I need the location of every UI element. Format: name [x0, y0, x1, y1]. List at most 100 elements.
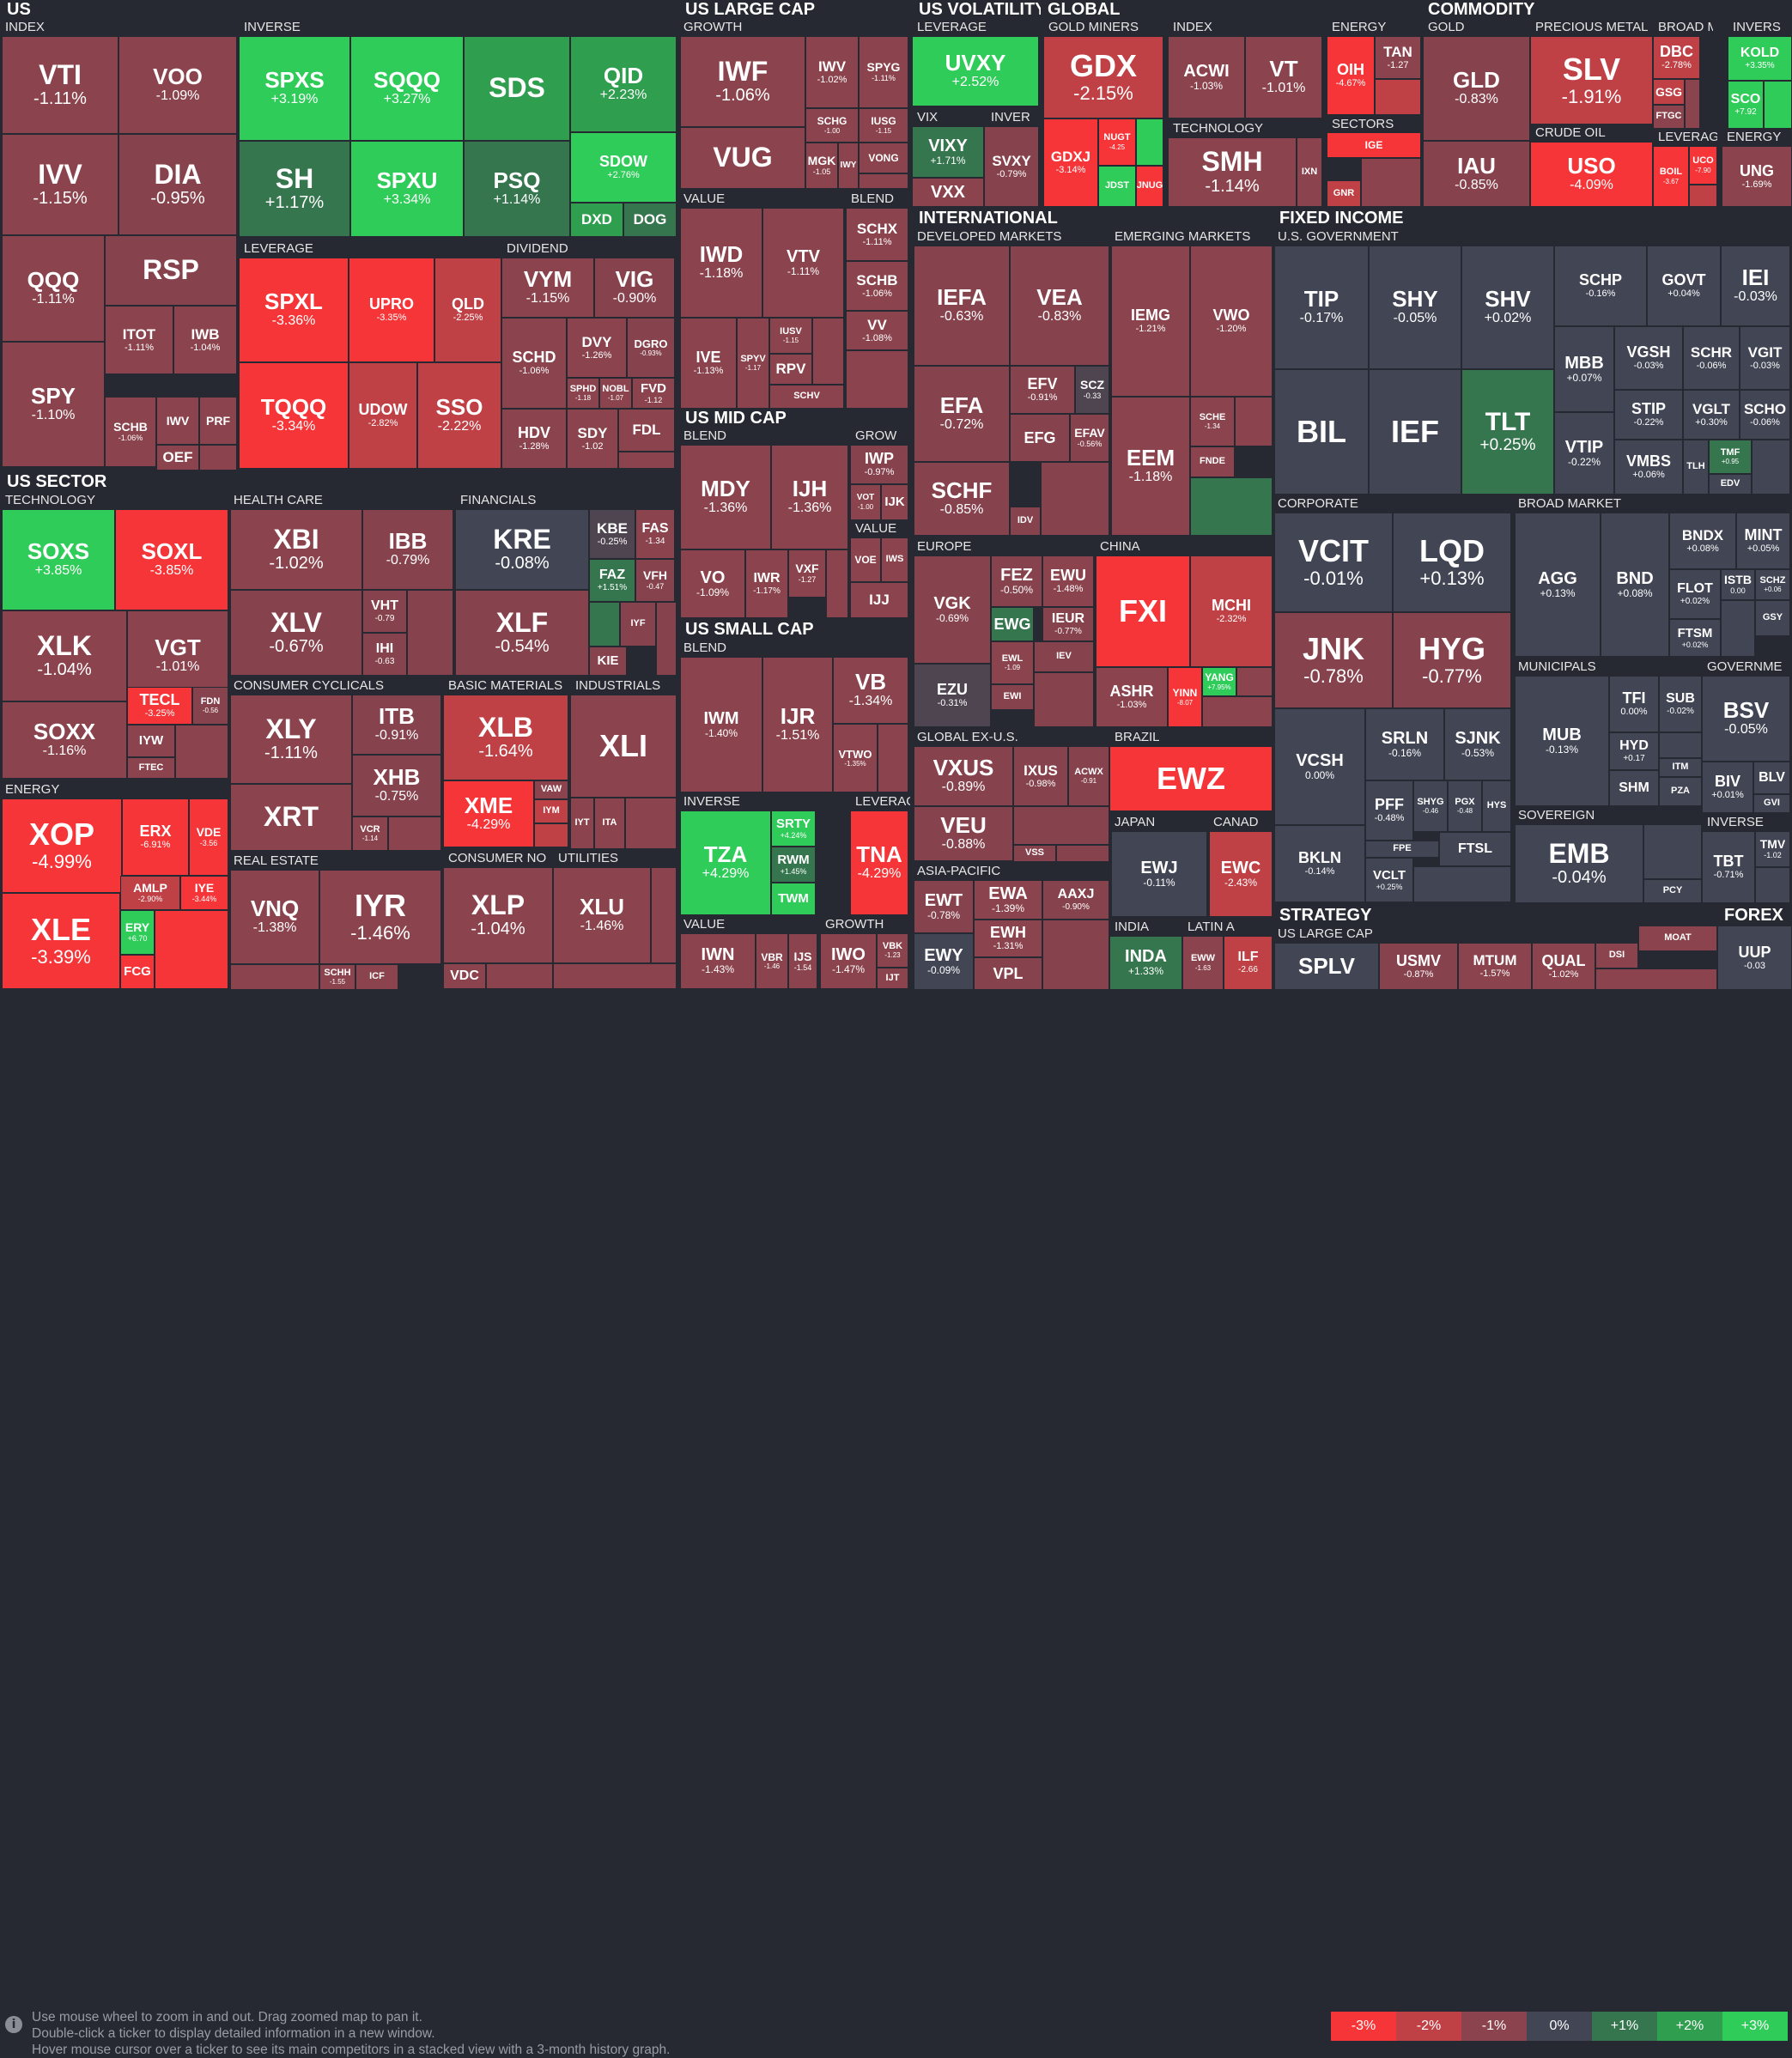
ticker-tile-gdxj[interactable]: GDXJ -3.14% [1043, 118, 1098, 207]
ticker-tile-sh[interactable]: SH +1.17% [239, 141, 350, 237]
ticker-tile-ijt[interactable]: IJT [877, 968, 908, 989]
ticker-tile-bndx[interactable]: BNDX +0.08% [1669, 513, 1736, 569]
ticker-tile-scho[interactable]: SCHO -0.06% [1740, 390, 1790, 440]
ticker-tile-mdy[interactable]: MDY -1.36% [680, 445, 771, 549]
ticker-tile-ibb[interactable]: IBB -0.79% [362, 509, 453, 590]
ticker-tile-vnq[interactable]: VNQ -1.38% [230, 870, 319, 964]
ticker-tile[interactable] [878, 724, 908, 792]
ticker-tile-iwo[interactable]: IWO -1.47% [820, 933, 877, 989]
ticker-tile-iyw[interactable]: IYW [127, 725, 175, 757]
ticker-tile[interactable] [826, 549, 848, 618]
ticker-tile[interactable] [859, 173, 908, 189]
ticker-tile-ihi[interactable]: IHI -0.63 [362, 633, 407, 676]
ticker-tile-vtwo[interactable]: VTWO -1.35% [833, 724, 878, 792]
ticker-tile-fez[interactable]: FEZ -0.50% [991, 555, 1042, 607]
ticker-tile-eww[interactable]: EWW -1.63 [1182, 936, 1224, 990]
ticker-tile-spyg[interactable]: SPYG -1.11% [859, 36, 908, 108]
ticker-tile-vxus[interactable]: VXUS -0.89% [914, 746, 1013, 806]
ticker-tile-iwr[interactable]: IWR -1.17% [745, 549, 788, 618]
ticker-tile-sqqq[interactable]: SQQQ +3.27% [350, 36, 464, 141]
ticker-tile-uso[interactable]: USO -4.09% [1530, 142, 1653, 207]
ticker-tile-ewu[interactable]: EWU -1.48% [1042, 555, 1094, 607]
ticker-tile-vaw[interactable]: VAW [534, 780, 568, 799]
ticker-tile-itot[interactable]: ITOT -1.11% [105, 306, 173, 374]
ticker-tile-ashr[interactable]: ASHR -1.03% [1096, 667, 1168, 727]
ticker-tile-iwy[interactable]: IWY [838, 143, 859, 189]
ticker-tile-ijs[interactable]: IJS -1.54 [788, 933, 817, 989]
ticker-tile-xlb[interactable]: XLB -1.64% [443, 695, 568, 780]
ticker-tile-schp[interactable]: SCHP -0.16% [1554, 246, 1647, 326]
ticker-tile-spxu[interactable]: SPXU +3.34% [350, 141, 464, 237]
ticker-tile-shv[interactable]: SHV +0.02% [1461, 246, 1554, 369]
ticker-tile[interactable] [1190, 477, 1273, 536]
ticker-tile-vcsh[interactable]: VCSH 0.00% [1274, 708, 1365, 825]
ticker-tile-kre[interactable]: KRE -0.08% [455, 509, 589, 590]
ticker-tile[interactable] [1056, 845, 1109, 862]
ticker-tile-dbc[interactable]: DBC -2.78% [1653, 36, 1700, 79]
ticker-tile-iyt[interactable]: IYT [570, 798, 594, 849]
ticker-tile-prf[interactable]: PRF [199, 397, 237, 445]
ticker-tile-ivv[interactable]: IVV -1.15% [2, 134, 118, 235]
ticker-tile-gvi[interactable]: GVI [1753, 794, 1790, 813]
ticker-tile-iefa[interactable]: IEFA -0.63% [914, 246, 1010, 366]
ticker-tile-ftec[interactable]: FTEC [127, 757, 175, 779]
ticker-tile[interactable] [230, 964, 319, 990]
ticker-tile-vbk[interactable]: VBK -1.23 [877, 933, 908, 968]
ticker-tile-ige[interactable]: IGE [1327, 132, 1421, 158]
ticker-tile-vmbs[interactable]: VMBS +0.06% [1614, 440, 1683, 495]
ticker-tile[interactable] [625, 798, 677, 849]
ticker-tile-vgsh[interactable]: VGSH -0.03% [1614, 326, 1683, 390]
ticker-tile-ieur[interactable]: IEUR -0.77% [1042, 607, 1094, 641]
ticker-tile-iwd[interactable]: IWD -1.18% [680, 208, 762, 318]
ticker-tile-psq[interactable]: PSQ +1.14% [464, 141, 570, 237]
ticker-tile-qqq[interactable]: QQQ -1.11% [2, 235, 105, 342]
ticker-tile-mtum[interactable]: MTUM -1.57% [1458, 943, 1532, 990]
ticker-tile-hdv[interactable]: HDV -1.28% [501, 409, 567, 469]
ticker-tile-uvxy[interactable]: UVXY +2.52% [912, 36, 1039, 106]
ticker-tile-sub[interactable]: SUB -0.02% [1659, 676, 1702, 732]
ticker-tile-soxs[interactable]: SOXS +3.85% [2, 509, 115, 610]
ticker-tile-tfi[interactable]: TFI 0.00% [1609, 676, 1659, 732]
etf-heatmap[interactable]: US US LARGE CAP US VOLATILITY GLOBAL COMMODI… [0, 0, 1792, 996]
ticker-tile[interactable] [589, 602, 620, 647]
ticker-tile-vb[interactable]: VB -1.34% [833, 657, 908, 724]
ticker-tile[interactable] [486, 963, 553, 989]
ticker-tile[interactable] [618, 452, 675, 469]
ticker-tile-vht[interactable]: VHT -0.79 [362, 590, 407, 633]
ticker-tile-sphd[interactable]: SPHD -1.18 [567, 378, 599, 409]
ticker-tile-usmv[interactable]: USMV -0.87% [1379, 943, 1458, 990]
ticker-tile-voo[interactable]: VOO -1.09% [118, 36, 237, 134]
ticker-tile-tlt[interactable]: TLT +0.25% [1461, 369, 1554, 495]
ticker-tile-fcg[interactable]: FCG [120, 955, 155, 989]
ticker-tile-yang[interactable]: YANG +7.95% [1202, 667, 1236, 696]
ticker-tile-efav[interactable]: EFAV -0.56% [1070, 414, 1109, 462]
ticker-tile-sds[interactable]: SDS [464, 36, 570, 141]
ticker-tile-ewz[interactable]: EWZ [1109, 746, 1273, 811]
ticker-tile-vgk[interactable]: VGK -0.69% [914, 555, 991, 664]
ticker-tile-gsy[interactable]: GSY [1755, 600, 1790, 636]
ticker-tile-xbi[interactable]: XBI -1.02% [230, 509, 362, 590]
ticker-tile-spxs[interactable]: SPXS +3.19% [239, 36, 350, 141]
ticker-tile-ewi[interactable]: EWI [991, 684, 1034, 710]
ticker-tile-ewt[interactable]: EWT -0.78% [914, 880, 974, 933]
ticker-tile[interactable] [407, 590, 453, 676]
ticker-tile-bnd[interactable]: BND +0.08% [1601, 513, 1669, 657]
ticker-tile-uup[interactable]: UUP -0.03 [1717, 926, 1792, 990]
ticker-tile-ijh[interactable]: IJH -1.36% [771, 445, 848, 549]
ticker-tile-vcit[interactable]: VCIT -0.01% [1274, 513, 1393, 612]
ticker-tile-sche[interactable]: SCHE -1.34 [1190, 397, 1235, 446]
ticker-tile-vxx[interactable]: VXX [912, 178, 984, 207]
ticker-tile-iyr[interactable]: IYR -1.46% [319, 870, 441, 964]
ticker-tile-fxi[interactable]: FXI [1096, 555, 1190, 667]
ticker-tile-vong[interactable]: VONG [859, 143, 908, 173]
ticker-tile-nobl[interactable]: NOBL -1.07 [599, 378, 632, 409]
ticker-tile-sso[interactable]: SSO -2.22% [417, 362, 501, 469]
ticker-tile-ezu[interactable]: EZU -0.31% [914, 664, 991, 727]
ticker-tile-vea[interactable]: VEA -0.83% [1010, 246, 1109, 366]
ticker-tile-ewg[interactable]: EWG [991, 607, 1034, 641]
ticker-tile-ilf[interactable]: ILF -2.66 [1224, 936, 1273, 990]
ticker-tile-emb[interactable]: EMB -0.04% [1515, 824, 1643, 903]
ticker-tile-erx[interactable]: ERX -6.91% [122, 798, 189, 876]
ticker-tile-veu[interactable]: VEU -0.88% [914, 806, 1013, 861]
ticker-tile-ive[interactable]: IVE -1.13% [680, 318, 737, 409]
